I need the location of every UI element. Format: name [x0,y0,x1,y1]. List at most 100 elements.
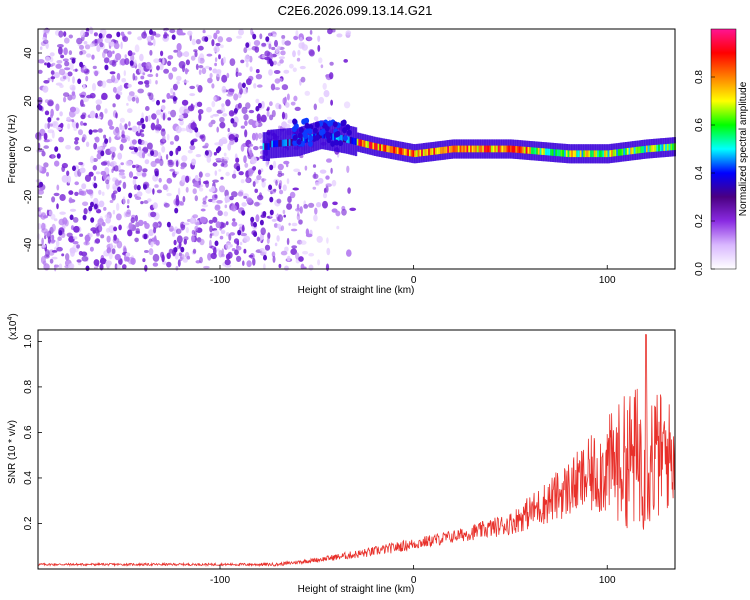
spectrogram-noise-cell [80,114,86,120]
spectrogram-ridge-cell [544,148,548,156]
spectrogram-noise-cell [163,68,170,74]
spectrogram-noise-cell [254,188,258,193]
spectrogram-noise-cell [105,217,111,224]
spectrogram-ridge-cell [290,139,293,146]
spectrogram-ridge-cell [264,143,267,150]
spectrogram-noise-cell [222,56,226,64]
spectrogram-noise-cell [288,222,291,226]
spectrogram-noise-cell [78,251,83,256]
spectrogram-ridge-cell [513,145,516,153]
spectrogram-ridge-cell [327,120,333,127]
spectrogram-noise-cell [68,50,73,56]
spectrogram-noise-cell [110,41,115,47]
spectrogram-noise-cell [149,29,153,35]
spectrogram-noise-cell [96,152,102,160]
spectrogram-ridge-cell [276,140,279,147]
spectrogram-noise-cell [300,263,305,270]
spectrogram-noise-cell [134,237,139,243]
spectrogram-noise-cell [150,211,157,218]
spectrogram-noise-cell [162,57,165,65]
spectrogram-ridge-cell [345,124,351,131]
spectrogram-noise-cell [297,49,301,56]
spectrogram-noise-cell [266,110,270,117]
spectrogram-ridge-cell [536,147,539,155]
spectrogram-ridge-cell [522,146,525,154]
spectrogram-noise-cell [154,158,161,164]
spectrogram-noise-cell [109,200,114,203]
spectrogram-noise-cell [120,41,123,50]
spectrogram-noise-cell [277,170,282,174]
spectrogram-noise-cell [202,197,207,202]
spectrogram-noise-cell [79,233,84,237]
spectrogram-ridge-cell [398,147,401,155]
spectrogram-noise-cell [115,93,121,100]
spectrogram-noise-cell [89,155,95,164]
snr-x-tick-label: 0 [411,575,417,586]
spectrogram-noise-cell [237,72,242,76]
spectrogram-noise-cell [162,112,166,121]
spectrogram-ridge-cell [379,144,382,151]
spectrogram-noise-cell [117,186,122,193]
spectrogram-noise-cell [216,200,223,204]
spectrogram-ridge-cell [590,150,593,158]
spectrogram-noise-cell [147,73,154,78]
spectrogram-noise-cell [154,170,159,177]
spectrogram-noise-cell [224,195,231,203]
spectrogram-noise-cell [134,214,138,222]
spectrogram-noise-cell [207,252,212,261]
spectrogram-noise-cell [217,210,222,214]
spectrogram-noise-cell [293,35,299,41]
spectrogram-noise-cell [122,36,129,42]
spectrogram-noise-cell [265,159,269,167]
spectrogram-noise-cell [106,33,113,39]
spectrogram-noise-cell [238,28,244,36]
spectrogram-noise-cell [119,117,125,123]
spectrogram-noise-cell [251,132,256,141]
spectrogram-noise-cell [175,265,179,271]
spectrogram-ridge-cell [419,149,422,157]
spectrogram-ridge-cell [273,140,276,148]
spectrogram-noise-cell [271,46,276,51]
spectrogram-ridge-cell [436,147,440,155]
spectrogram-noise-cell [286,203,293,210]
spectrogram-noise-cell [166,221,171,228]
spectrogram-ridge-cell [597,150,600,158]
spectrogram-noise-cell [143,233,148,240]
spectrogram-noise-cell [156,189,162,194]
spectrogram-x-tick-label: -100 [210,275,230,286]
spectrogram-noise-cell [51,250,58,253]
spectrogram-noise-cell [115,112,118,119]
spectrogram-noise-cell [112,103,116,108]
spectrogram-ridge-cell [449,146,452,153]
spectrogram-noise-cell [298,219,303,225]
spectrogram-noise-cell [95,104,101,111]
spectrogram-noise-cell [220,137,228,144]
spectrogram-noise-cell [198,45,204,51]
spectrogram-noise-cell [96,44,101,53]
spectrogram-noise-cell [49,123,53,127]
spectrogram-noise-cell [37,207,43,211]
spectrogram-noise-cell [275,48,279,54]
spectrogram-noise-cell [214,194,218,199]
spectrogram-noise-cell [53,72,60,79]
spectrogram-noise-cell [76,244,80,249]
spectrogram-noise-cell [246,197,253,203]
spectrogram-y-tick-label: -40 [23,237,34,252]
spectrogram-ridge-cell [304,117,310,124]
spectrogram-noise-cell [101,92,108,100]
spectrogram-y-tick-label: 40 [23,47,34,59]
spectrogram-noise-cell [56,117,60,121]
spectrogram-ridge-cell [576,150,579,158]
spectrogram-ridge-cell [365,140,368,148]
spectrogram-noise-cell [202,29,206,34]
spectrogram-noise-cell [37,69,43,74]
spectrogram-ridge-cell [278,140,281,147]
spectrogram-ridge-cell [445,146,448,154]
spectrogram-ridge-cell [578,150,581,158]
spectrogram-ridge-cell [438,147,441,154]
spectrogram-noise-cell [50,239,55,244]
spectrogram-ridge-cell [457,145,460,153]
spectrogram-noise-cell [181,99,189,106]
spectrogram-noise-cell [169,168,175,172]
spectrogram-noise-cell [49,258,54,264]
